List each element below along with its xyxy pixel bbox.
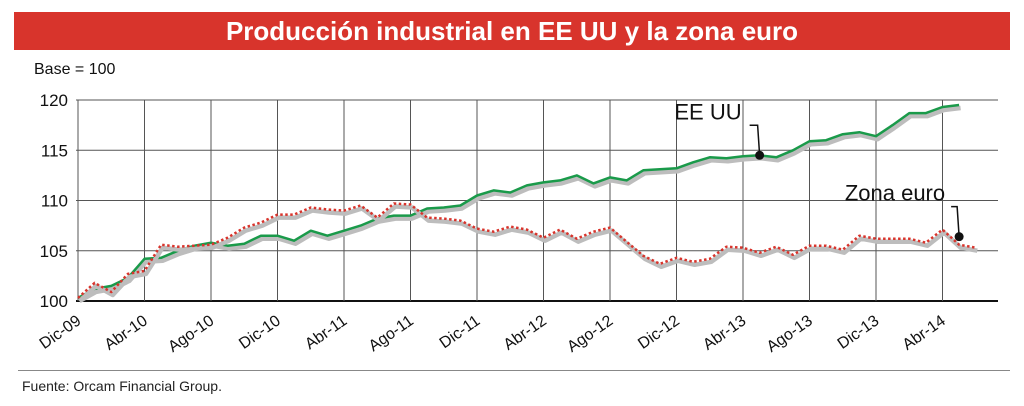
line-chart: Base = 100 100 105 110 115 120 Dic-09 Abr-10 Ag… [34,61,998,356]
y-tick-label: 110 [41,192,68,211]
annotation-dot [755,150,765,160]
annotation-leader [749,124,761,156]
x-tick-label: Abr-14 [900,312,949,354]
source-divider [18,370,1010,371]
annotation-dot [954,232,964,242]
x-tick-label: Dic-09 [37,312,85,353]
x-tick-label: Dic-12 [635,312,683,353]
series-shadow [77,204,978,303]
annotation-label: EE UU [674,99,741,124]
x-tick-label: Abr-12 [501,312,550,354]
x-tick-label: Abr-13 [700,312,749,354]
x-tick-label: Dic-10 [236,312,284,353]
annotation-leader [951,205,960,237]
x-tick-label: Abr-11 [302,312,350,353]
x-tick-label: Dic-11 [437,312,484,352]
ee-uu-line [77,103,960,300]
y-tick-label: 100 [40,292,68,311]
chart-title: Producción industrial en EE UU y la zona… [14,12,1010,50]
zona-euro-line [77,202,977,299]
y-tick-label: 105 [40,242,68,261]
annotation-label: Zona euro [845,181,945,206]
x-tick-label: Abr-10 [102,312,151,354]
x-tick-label: Ago-11 [366,312,417,355]
y-tick-label: 120 [40,91,68,110]
x-tick-label: Dic-13 [835,312,883,353]
x-tick-label: Ago-12 [564,312,616,356]
x-tick-label: Ago-13 [764,312,816,356]
series-shadow [78,105,961,303]
x-tick-label: Ago-10 [165,312,217,356]
y-axis-label: Base = 100 [34,61,116,78]
source-note: Fuente: Orcam Financial Group. [22,378,222,394]
y-tick-label: 115 [41,141,68,160]
